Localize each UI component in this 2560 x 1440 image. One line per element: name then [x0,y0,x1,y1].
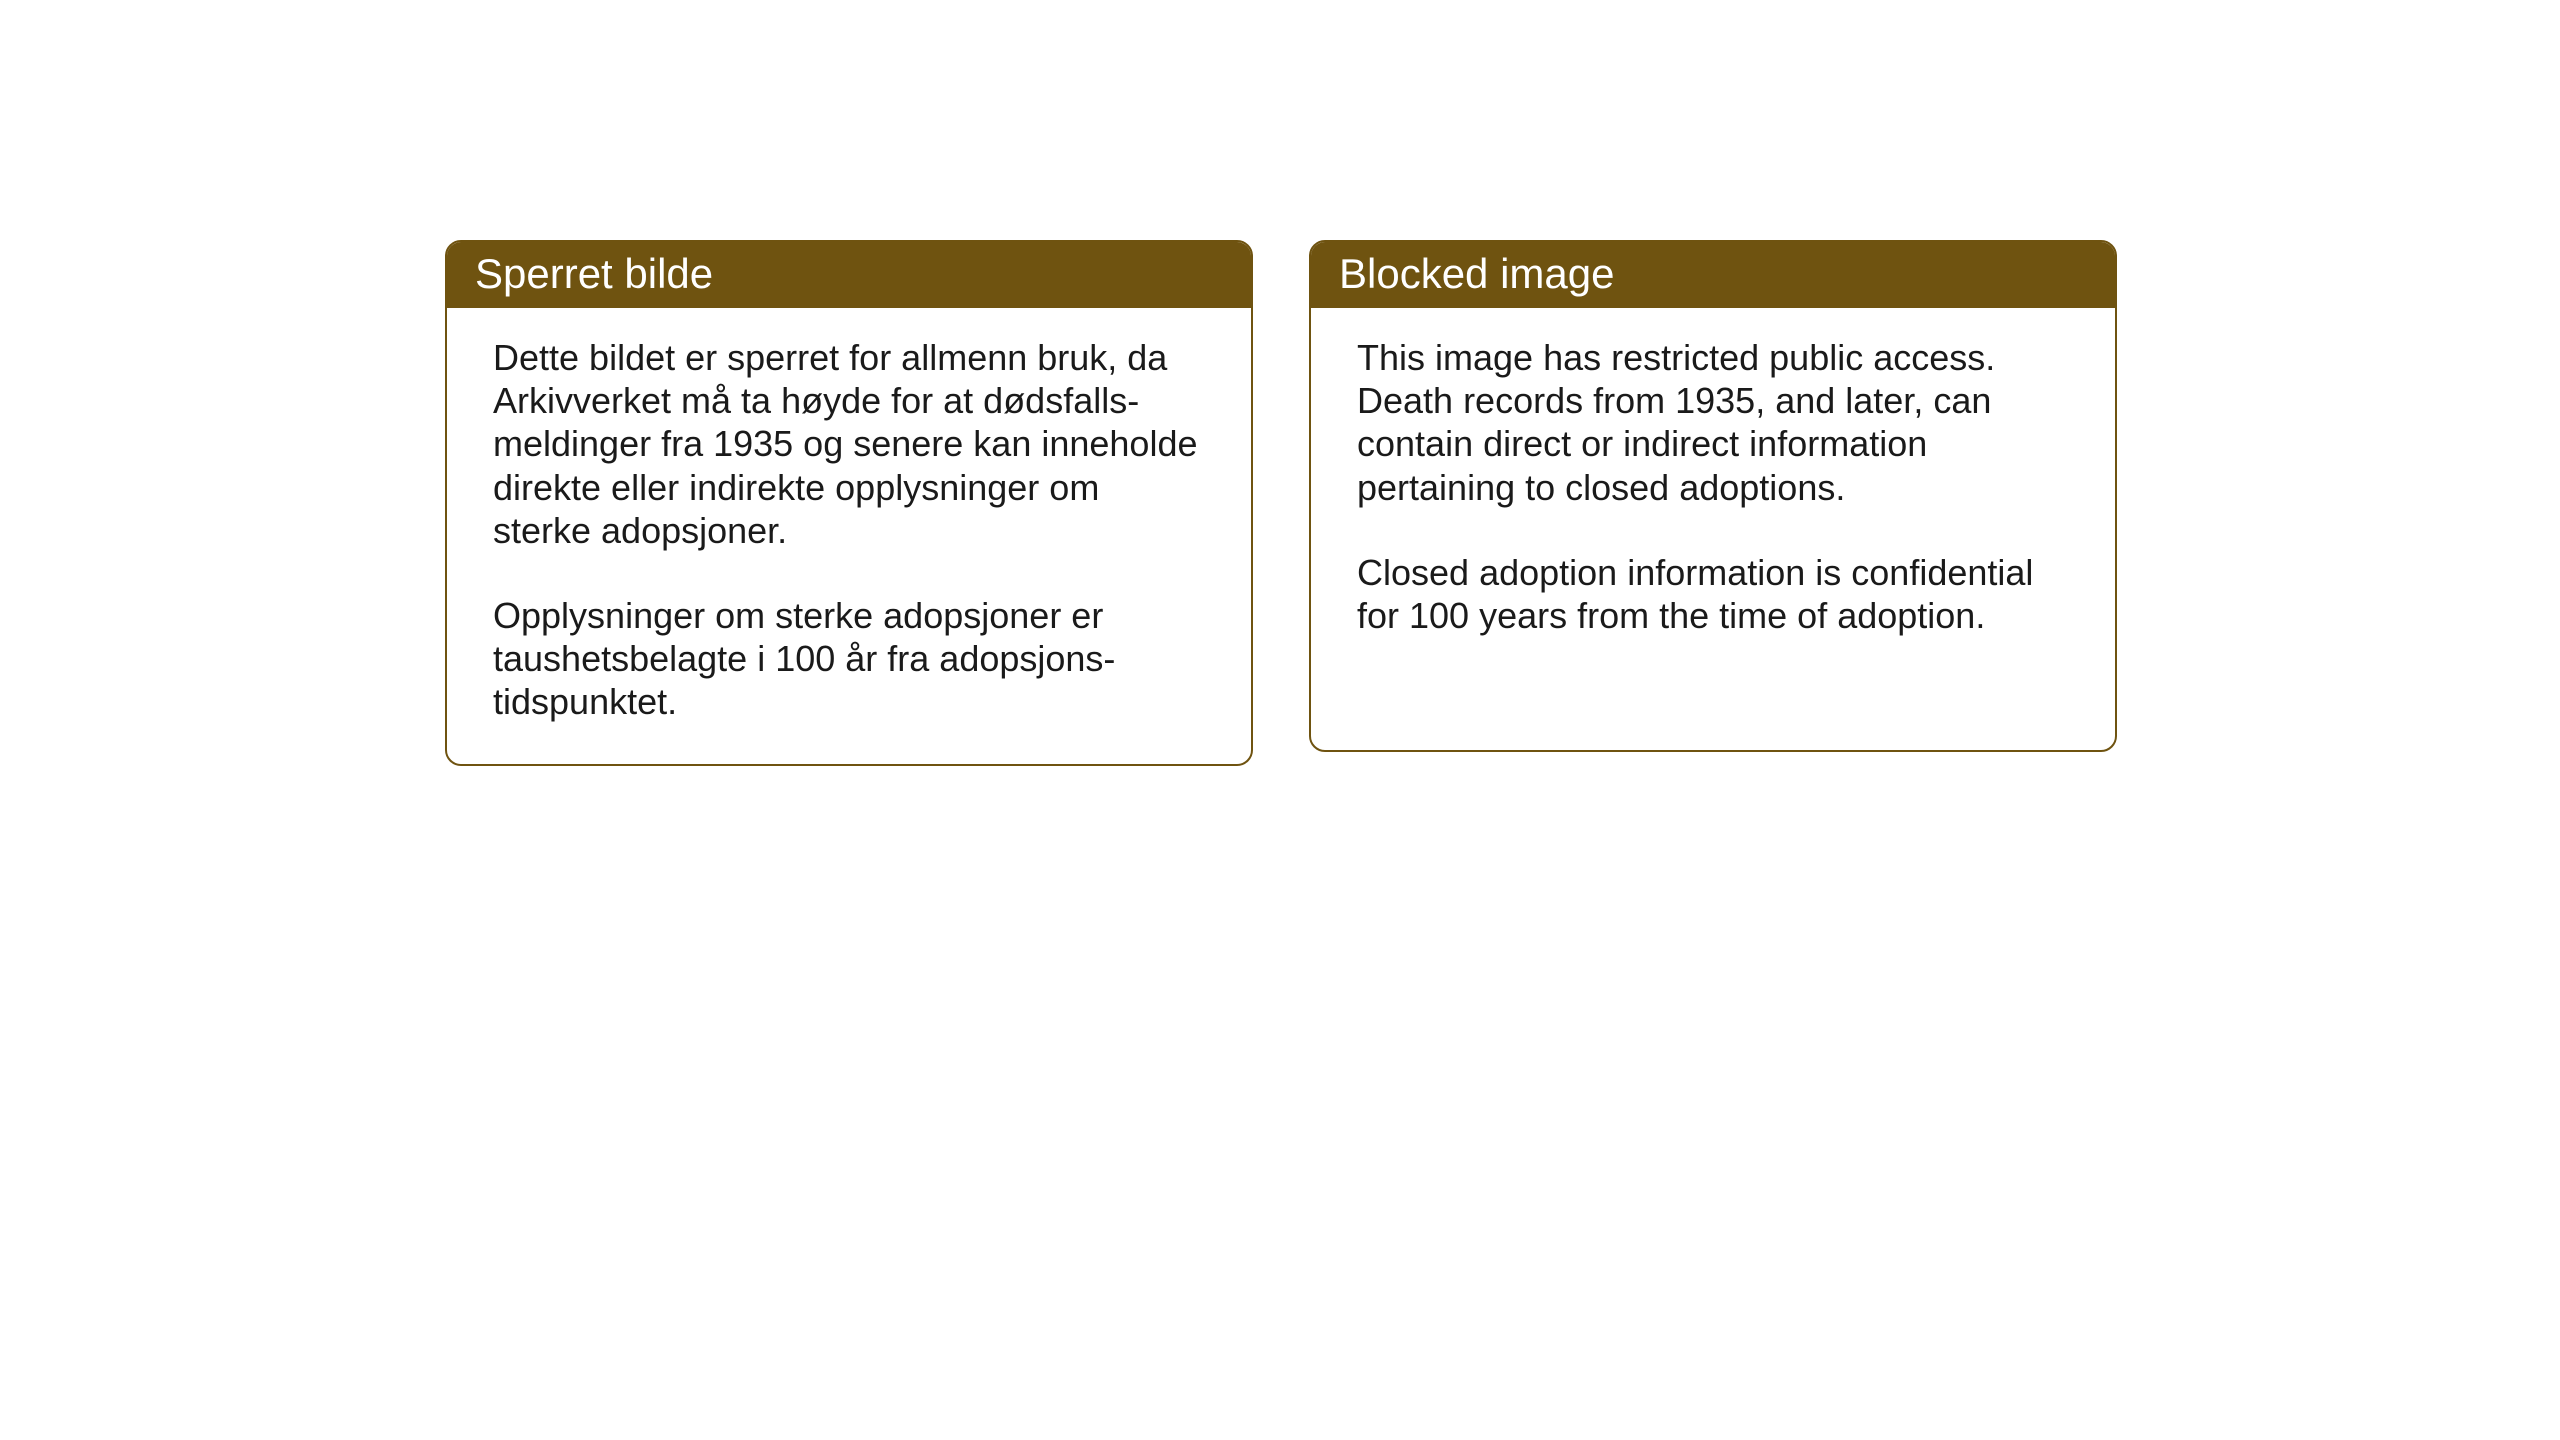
card-header-english: Blocked image [1311,242,2115,308]
card-body-english: This image has restricted public access.… [1311,308,2115,677]
paragraph-english-2: Closed adoption information is confident… [1357,551,2069,637]
paragraph-english-1: This image has restricted public access.… [1357,336,2069,509]
card-body-norwegian: Dette bildet er sperret for allmenn bruk… [447,308,1251,764]
cards-container: Sperret bilde Dette bildet er sperret fo… [445,240,2117,766]
card-norwegian: Sperret bilde Dette bildet er sperret fo… [445,240,1253,766]
paragraph-norwegian-2: Opplysninger om sterke adopsjoner er tau… [493,594,1205,724]
card-header-norwegian: Sperret bilde [447,242,1251,308]
paragraph-norwegian-1: Dette bildet er sperret for allmenn bruk… [493,336,1205,552]
card-english: Blocked image This image has restricted … [1309,240,2117,752]
